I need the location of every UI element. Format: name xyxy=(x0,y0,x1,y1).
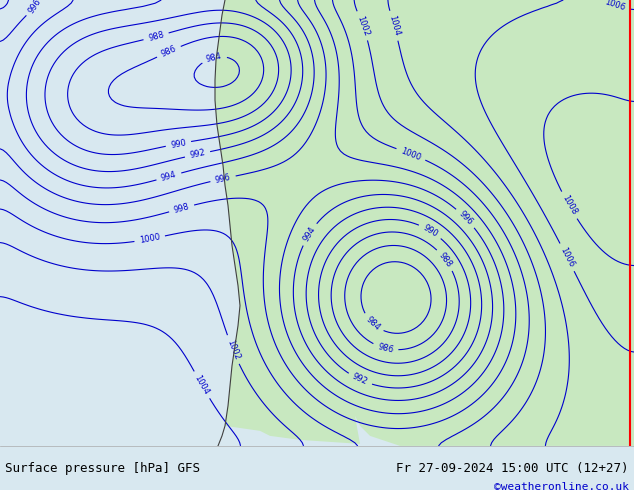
Text: 986: 986 xyxy=(377,342,394,354)
Text: 1000: 1000 xyxy=(399,146,422,162)
Text: 984: 984 xyxy=(364,315,382,332)
Text: 1002: 1002 xyxy=(355,14,371,37)
Text: Fr 27-09-2024 15:00 UTC (12+27): Fr 27-09-2024 15:00 UTC (12+27) xyxy=(396,462,629,475)
Polygon shape xyxy=(215,0,634,446)
Text: 1006: 1006 xyxy=(559,246,576,269)
Text: ©weatheronline.co.uk: ©weatheronline.co.uk xyxy=(494,482,629,490)
Text: 984: 984 xyxy=(205,51,223,64)
Text: 988: 988 xyxy=(437,251,454,269)
Text: 1006: 1006 xyxy=(604,0,626,13)
Text: 996: 996 xyxy=(214,172,232,185)
Text: 996: 996 xyxy=(457,209,474,227)
Text: 996: 996 xyxy=(27,0,43,15)
Text: 986: 986 xyxy=(160,44,178,59)
Text: 992: 992 xyxy=(351,372,369,387)
Text: Surface pressure [hPa] GFS: Surface pressure [hPa] GFS xyxy=(5,462,200,475)
Text: 1008: 1008 xyxy=(560,194,578,217)
Text: 994: 994 xyxy=(301,225,317,243)
Text: 992: 992 xyxy=(189,148,206,160)
Text: 1004: 1004 xyxy=(387,14,401,37)
Text: 1000: 1000 xyxy=(139,233,161,245)
Text: 994: 994 xyxy=(160,170,178,183)
Text: 990: 990 xyxy=(170,138,187,149)
Polygon shape xyxy=(0,0,634,446)
Text: 990: 990 xyxy=(421,223,439,239)
Text: 1002: 1002 xyxy=(225,338,241,361)
Text: 988: 988 xyxy=(147,30,165,43)
Text: 998: 998 xyxy=(172,202,190,215)
Text: 1004: 1004 xyxy=(193,373,211,396)
